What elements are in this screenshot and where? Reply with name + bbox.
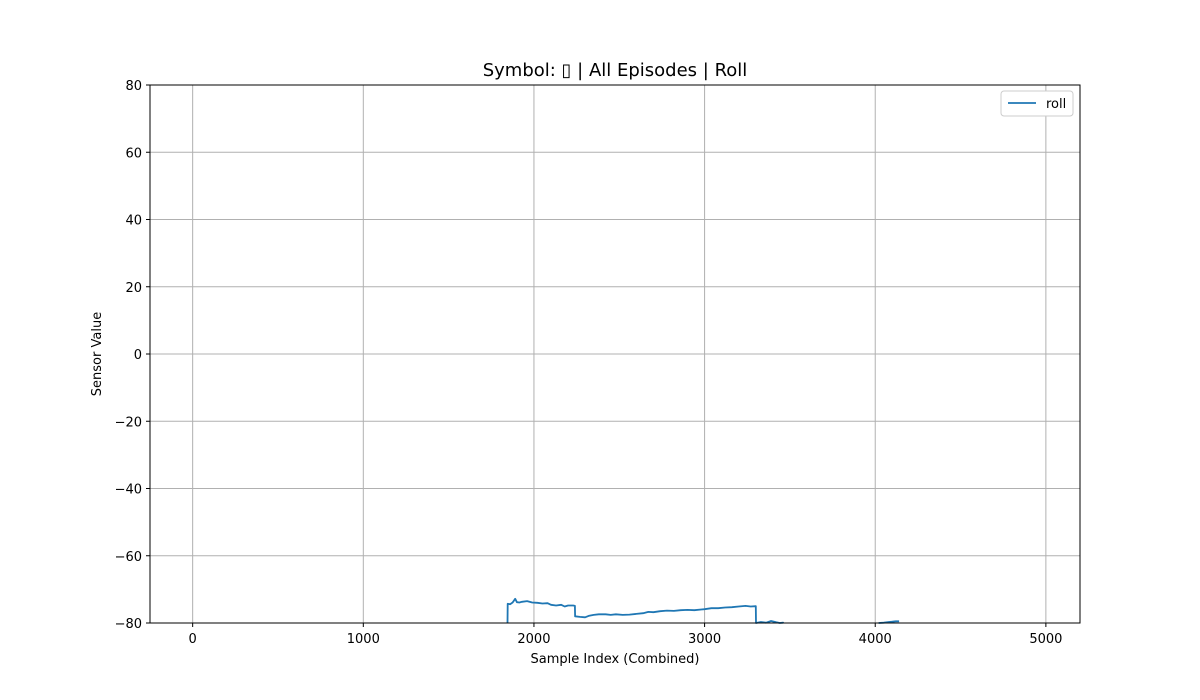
y-tick-label: 60 [125, 146, 142, 161]
legend: roll [1000, 90, 1074, 117]
plot-frame [149, 84, 1081, 624]
series-layer [506, 597, 900, 624]
x-tick-label: 5000 [1029, 632, 1062, 647]
y-axis-title: Sensor Value [90, 312, 105, 396]
legend-box [1000, 90, 1074, 117]
x-axis-title: Sample Index (Combined) [531, 652, 700, 667]
x-tick-label: 2000 [517, 632, 550, 647]
series-line-roll [506, 597, 785, 624]
y-tick-label: −20 [115, 415, 142, 430]
y-tick-label: −40 [115, 483, 142, 498]
y-tick-label: 80 [125, 79, 142, 94]
ticks: 0 1000 2000 3000 4000 5000 −80 −60 −40 −20 0 20 40 60… [115, 79, 1063, 647]
y-tick-label: −60 [115, 550, 142, 565]
y-tick-label: −80 [115, 617, 142, 632]
x-tick-label: 0 [189, 632, 197, 647]
x-tick-label: 3000 [688, 632, 721, 647]
x-tick-label: 1000 [347, 632, 380, 647]
y-tick-label: 40 [125, 214, 142, 229]
x-tick-label: 4000 [859, 632, 892, 647]
y-tick-label: 0 [134, 348, 142, 363]
chart-title: Symbol: ▯ | All Episodes | Roll [483, 60, 748, 81]
legend-label-roll: roll [1046, 97, 1066, 112]
y-tick-label: 20 [125, 281, 142, 296]
grid [150, 84, 1080, 624]
